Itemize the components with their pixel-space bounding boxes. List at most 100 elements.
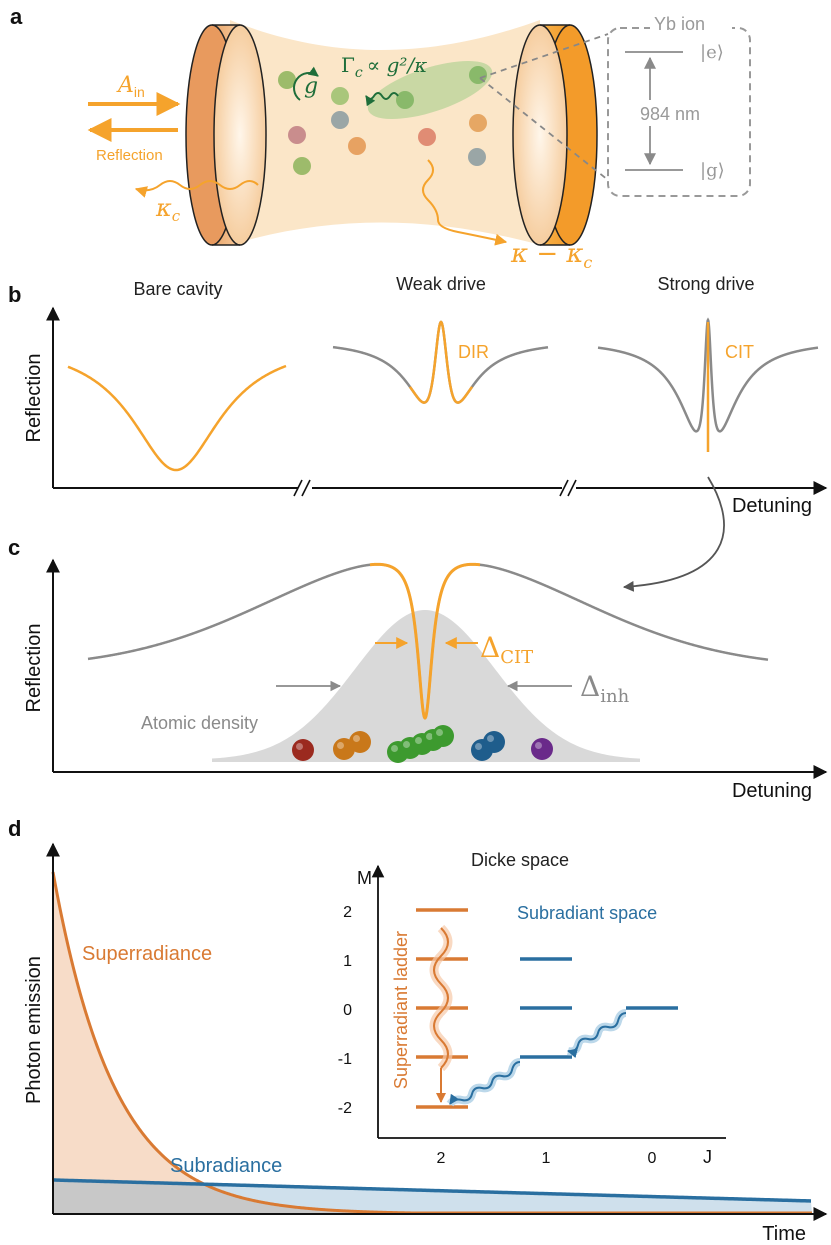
- dir-label: DIR: [458, 342, 489, 362]
- j-axis-label: J: [703, 1147, 712, 1167]
- delta-cit-subscript: CIT: [500, 647, 533, 668]
- atom-sphere-highlight: [403, 741, 410, 748]
- reflection-beam: Reflection: [87, 118, 178, 164]
- delta-cit-symbol: Δ: [480, 631, 500, 664]
- svg-text:κ − κc: κ − κc: [510, 239, 592, 272]
- delta-inh-subscript: inh: [600, 686, 629, 707]
- weak-drive-gray-curve: [332, 320, 549, 404]
- d-x-axis-label: Time: [762, 1223, 806, 1245]
- ground-state-label: |g⟩: [700, 160, 725, 181]
- svg-text:Γc∝ g²/κ: Γc ∝ g²/κ: [341, 53, 427, 81]
- title-bare-cavity: Bare cavity: [133, 279, 222, 299]
- bare-cavity-curve: [67, 364, 287, 472]
- c-x-axis-label: Detuning: [732, 780, 812, 802]
- atom: [418, 128, 436, 146]
- left-mirror: [185, 24, 267, 246]
- atom-sphere-highlight: [426, 733, 433, 740]
- atom-sphere: [531, 738, 553, 760]
- yb-ion-inset: Yb ion |e⟩ |g⟩ 984 nm: [479, 10, 751, 197]
- b-y-axis-label: Reflection: [23, 354, 45, 443]
- atom-sphere-highlight: [535, 742, 542, 749]
- panel-d-label: d: [8, 816, 21, 841]
- svg-text:κc: κc: [155, 194, 181, 225]
- subradiance-label: Subradiance: [170, 1155, 282, 1177]
- gamma-subscript: c: [355, 65, 363, 81]
- input-field-subscript: in: [134, 84, 145, 100]
- strong-drive-curve: [597, 317, 819, 433]
- dicke-space-inset: Dicke space M J 2 1 0 -1 -2 2 1 0: [338, 850, 726, 1167]
- atom-sphere-highlight: [487, 735, 494, 742]
- m-tick: 1: [343, 953, 352, 970]
- atom: [396, 91, 414, 109]
- superradiance-fill: [53, 872, 812, 1214]
- atom-sphere-highlight: [353, 735, 360, 742]
- subradiant-levels-j1: [520, 957, 572, 1059]
- reflection-beam-label: Reflection: [96, 147, 163, 164]
- wavelength-label: 984 nm: [640, 104, 700, 124]
- sub-emission-2: [567, 1012, 627, 1059]
- gamma-symbol: Γ: [341, 53, 355, 77]
- atom-sphere: [292, 739, 314, 761]
- m-tick: 2: [343, 904, 352, 921]
- atom-sphere-highlight: [475, 743, 482, 750]
- delta-cit-marker: ΔCIT: [375, 631, 533, 668]
- atom: [331, 87, 349, 105]
- c-cit-dip-curve: [369, 562, 481, 720]
- atomic-density-distribution: [212, 610, 640, 762]
- collective-decay-label: Γc ∝ g²/κ: [341, 53, 427, 107]
- c-atoms: [292, 725, 553, 763]
- sub-emission-glow-2: [567, 1009, 627, 1056]
- axis-break-2: [559, 479, 577, 497]
- atom-sphere-highlight: [296, 743, 303, 750]
- delta-inh-marker: Δinh: [276, 670, 630, 707]
- overlap-fill: [53, 1180, 812, 1214]
- axis-break-1: [293, 479, 311, 497]
- j-tick: 2: [437, 1150, 446, 1167]
- gamma-relation: ∝ g²/κ: [367, 53, 428, 77]
- input-field-label: A: [116, 73, 134, 98]
- atom-sphere-highlight: [436, 729, 443, 736]
- atom: [469, 114, 487, 132]
- atom: [278, 71, 296, 89]
- atom-sphere-highlight: [415, 737, 422, 744]
- d-y-axis-label: Photon emission: [23, 956, 45, 1104]
- atom-sphere: [432, 725, 454, 747]
- superradiance-label: Superradiance: [82, 943, 212, 965]
- dicke-title: Dicke space: [471, 850, 569, 870]
- kappa-c-label: κ: [155, 194, 172, 222]
- yb-ion-label: Yb ion: [654, 14, 705, 34]
- panel-a-label: a: [10, 4, 23, 29]
- kappa-c-subscript: c: [172, 207, 181, 225]
- c-y-axis-label: Reflection: [23, 624, 45, 713]
- atomic-density-label: Atomic density: [141, 713, 258, 733]
- j-tick: 1: [542, 1150, 551, 1167]
- atom-sphere: [349, 731, 371, 753]
- delta-inh-symbol: Δ: [580, 670, 600, 703]
- atom: [288, 126, 306, 144]
- m-axis-label: M: [357, 868, 372, 888]
- atoms-in-cavity: [278, 66, 487, 175]
- svg-text:Δinh: Δinh: [580, 670, 630, 707]
- coupling-symbol: g: [293, 66, 319, 101]
- intrinsic-loss: κ − κc: [422, 159, 592, 272]
- cit-label: CIT: [725, 342, 754, 362]
- right-mirror: [512, 24, 598, 246]
- j-tick: 0: [648, 1150, 657, 1167]
- coupling-g-label: g: [304, 74, 318, 99]
- subradiance-curve: [52, 1178, 812, 1203]
- svg-text:ΔCIT: ΔCIT: [480, 631, 533, 668]
- sub-emission-1: [449, 1061, 521, 1105]
- kappa-loss-subscript: c: [583, 253, 592, 272]
- atom-sphere-highlight: [391, 745, 398, 752]
- weak-drive-dir-curve: [408, 320, 474, 404]
- panel-b-label: b: [8, 282, 21, 307]
- atom-sphere: [483, 731, 505, 753]
- title-weak-drive: Weak drive: [396, 274, 486, 294]
- panel-c-label: c: [8, 535, 20, 560]
- sub-emission-glow-1: [446, 1058, 521, 1107]
- m-tick: -2: [338, 1100, 352, 1117]
- atom: [331, 111, 349, 129]
- input-beam: Ain: [88, 73, 181, 116]
- zoom-arrow: [622, 476, 725, 592]
